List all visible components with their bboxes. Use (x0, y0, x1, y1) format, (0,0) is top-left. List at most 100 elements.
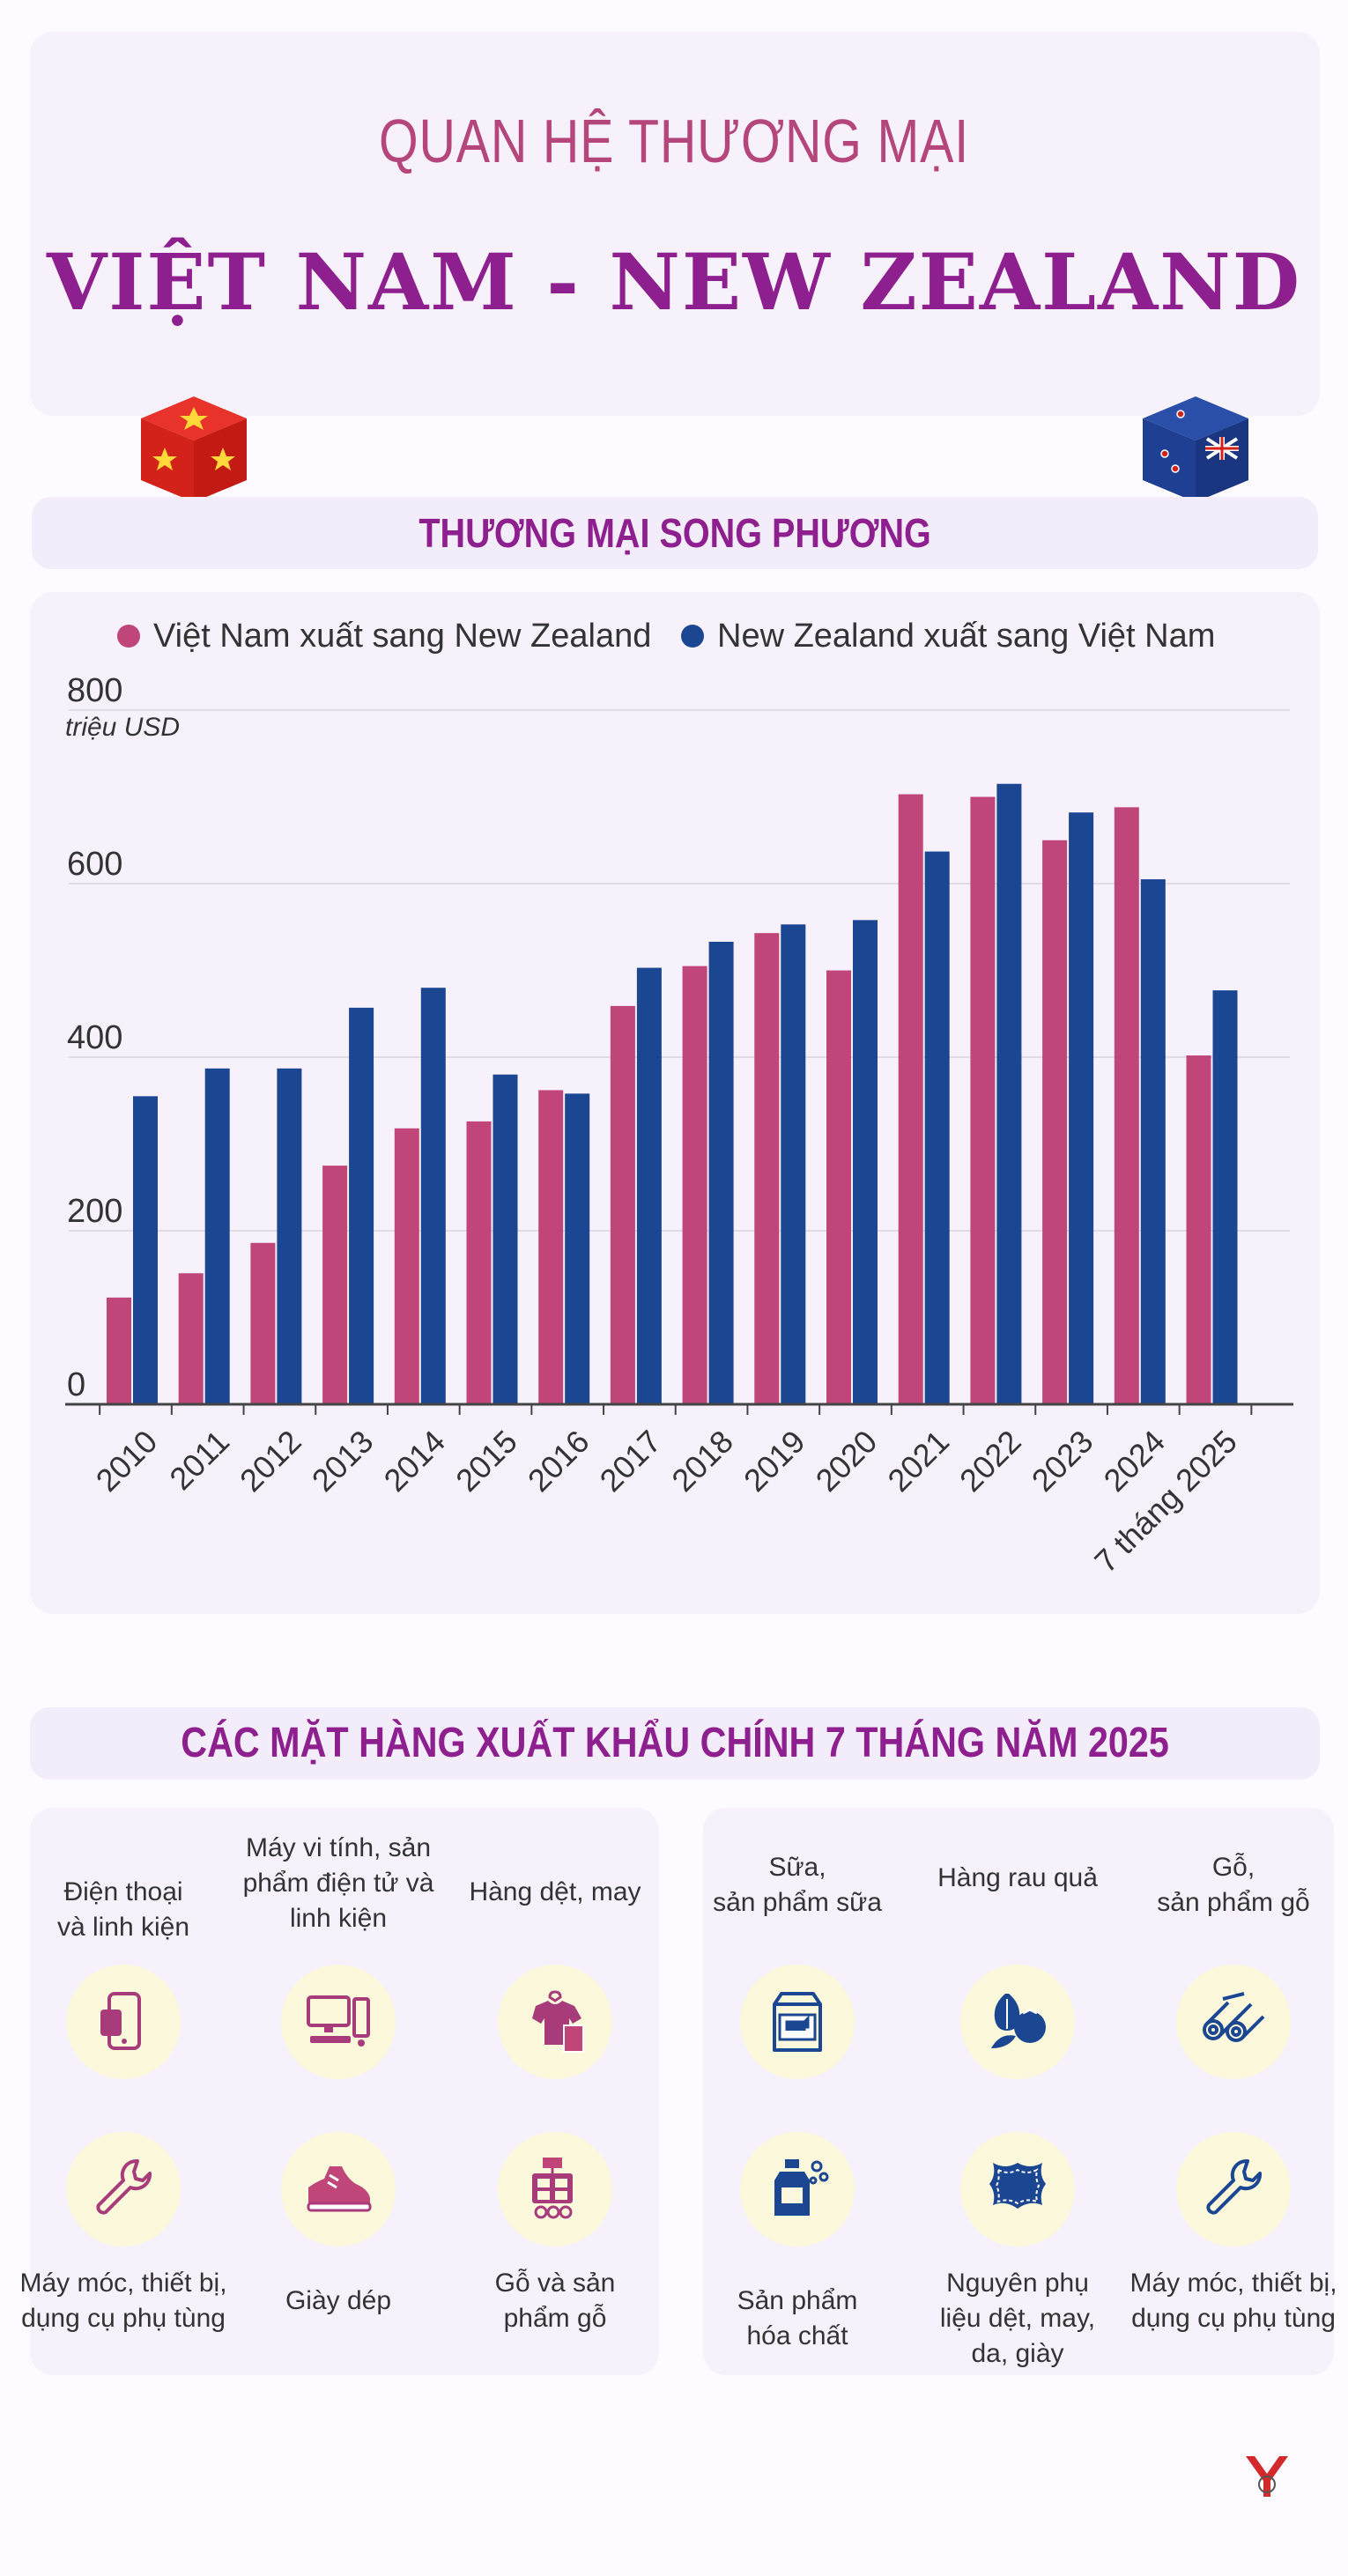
bar-nz-export (1140, 879, 1166, 1404)
bar-nz-export (349, 1007, 374, 1404)
vn-export-label: Máy móc, thiết bị, dụng cụ phụ tùng (19, 2269, 227, 2333)
nz-export-label: Hàng rau quả (937, 1863, 1098, 1892)
bar-nz-export (708, 941, 734, 1404)
nz-export-label: Máy móc, thiết bị, dụng cụ phụ tùng (1130, 2269, 1337, 2333)
publisher-logo-icon (1246, 2456, 1288, 2497)
y-tick-label: 800 (67, 672, 122, 709)
section-title-goods-text: CÁC MẶT HÀNG XUẤT KHẨU CHÍNH 7 THÁNG NĂM… (181, 1720, 1169, 1766)
bar-nz-export (996, 783, 1022, 1404)
clothes-icon (532, 1990, 584, 2053)
x-tick-label: 2011 (162, 1423, 236, 1497)
bar-nz-export (493, 1074, 518, 1404)
x-tick-label: 2012 (233, 1423, 308, 1499)
vn-export-label: Hàng dệt, may (469, 1877, 641, 1906)
bar-chart: Việt Nam xuất sang New Zealand New Zeala… (65, 618, 1293, 1580)
chart-legend: Việt Nam xuất sang New Zealand New Zeala… (117, 618, 1215, 655)
milk-icon (773, 1992, 822, 2052)
section-title-trade-text: THƯƠNG MẠI SONG PHƯƠNG (418, 510, 931, 556)
x-tick-label: 2022 (952, 1423, 1028, 1499)
bar-nz-export (1212, 990, 1238, 1404)
bar-nz-export (420, 988, 446, 1404)
y-tick-label: 0 (67, 1366, 85, 1403)
x-tick-label: 2020 (809, 1423, 885, 1499)
bar-nz-export (1069, 812, 1094, 1404)
y-tick-label: 600 (67, 846, 122, 883)
vn-export-label: Giày dép (285, 2286, 392, 2315)
bar-vn-export (538, 1090, 564, 1404)
bar-vn-export (610, 1005, 635, 1404)
nz-export-label: Nguyên phụ liệu dệt, may, da, giày (939, 2269, 1096, 2368)
bar-vn-export (466, 1121, 492, 1404)
vn-export-item: Hàng dệt, may (449, 1850, 661, 2079)
bar-vn-export (250, 1242, 276, 1404)
shoe-icon (307, 2166, 372, 2212)
x-tick-label: 2023 (1025, 1423, 1100, 1499)
computer-icon (307, 1995, 370, 2047)
new-zealand-exports-panel (703, 1808, 1334, 2375)
vietnam-flag-cube-icon (141, 396, 247, 516)
bar-vn-export (1042, 840, 1068, 1404)
vn-export-circle (66, 1965, 181, 2079)
bar-nz-export (565, 1093, 590, 1404)
y-axis-unit: triệu USD (65, 713, 180, 742)
bar-vn-export (107, 1297, 131, 1404)
bar-vn-export (970, 796, 996, 1404)
nz-export-circle (1176, 1965, 1291, 2079)
header-title: VIỆT NAM - NEW ZEALAND (46, 236, 1302, 328)
bar-vn-export (322, 1166, 348, 1404)
bar-nz-export (636, 967, 662, 1404)
x-tick-label: 2021 (880, 1423, 956, 1499)
vn-export-item: Điện thoại và linh kiện (18, 1850, 229, 2079)
x-tick-label: 2010 (89, 1423, 165, 1499)
header-subtitle: QUAN HỆ THƯƠNG MẠI (378, 107, 970, 175)
vietnam-exports-panel (30, 1808, 659, 2375)
phone-icon (100, 1992, 141, 2050)
x-tick-label: 2016 (521, 1423, 596, 1499)
chemical-icon (774, 2159, 829, 2216)
bar-nz-export (853, 920, 878, 1404)
legend-label-vn: Việt Nam xuất sang New Zealand (153, 618, 651, 655)
legend-marker-nz (681, 625, 704, 648)
nz-export-circle (960, 2132, 1075, 2247)
header-panel (30, 32, 1320, 416)
furniture-icon (532, 2158, 573, 2219)
nz-export-label: Gỗ, sản phẩm gỗ (1157, 1853, 1310, 1917)
vegetable-icon (991, 1994, 1046, 2048)
y-tick-label: 200 (67, 1193, 122, 1230)
wrench-icon (1206, 2158, 1263, 2215)
vn-export-circle (281, 2132, 396, 2247)
bar-nz-export (924, 851, 950, 1404)
vn-export-label: Gỗ và sản phẩm gỗ (494, 2269, 616, 2333)
legend-marker-vn (117, 625, 140, 648)
bar-vn-export (682, 966, 707, 1404)
nz-export-circle (740, 1965, 855, 2079)
bar-nz-export (277, 1068, 302, 1404)
bar-vn-export (178, 1273, 204, 1404)
wrench-icon (96, 2158, 152, 2215)
vn-export-circle (66, 2132, 181, 2247)
bar-vn-export (1186, 1055, 1211, 1404)
leather-icon (989, 2163, 1046, 2209)
nz-export-label: Sữa, sản phẩm sữa (713, 1853, 882, 1917)
nz-export-circle (1176, 2132, 1291, 2247)
nz-export-item: Gỗ, sản phẩm gỗ (1128, 1850, 1339, 2079)
vn-export-circle (498, 1965, 612, 2079)
logs-icon (1203, 1992, 1265, 2042)
x-tick-label: 2018 (664, 1423, 740, 1499)
vn-export-label: Điện thoại và linh kiện (56, 1877, 190, 1942)
vn-export-circle (498, 2132, 612, 2247)
x-tick-label: 2014 (377, 1423, 453, 1499)
x-tick-label: 2013 (305, 1423, 381, 1499)
bar-vn-export (826, 970, 851, 1404)
vn-export-item: Máy vi tính, sản phẩm điện tử và linh ki… (233, 1831, 444, 2079)
vn-export-circle (281, 1965, 396, 2079)
bar-vn-export (1114, 807, 1139, 1404)
vn-export-label: Máy vi tính, sản phẩm điện tử và linh ki… (242, 1833, 434, 1933)
chart-panel (30, 592, 1320, 1614)
legend-label-nz: New Zealand xuất sang Việt Nam (717, 618, 1215, 655)
bar-vn-export (898, 794, 923, 1404)
section-title-trade: THƯƠNG MẠI SONG PHƯƠNG (32, 497, 1318, 569)
x-tick-label: 2017 (593, 1423, 669, 1499)
bar-nz-export (204, 1068, 230, 1404)
nz-export-circle (960, 1965, 1075, 2079)
